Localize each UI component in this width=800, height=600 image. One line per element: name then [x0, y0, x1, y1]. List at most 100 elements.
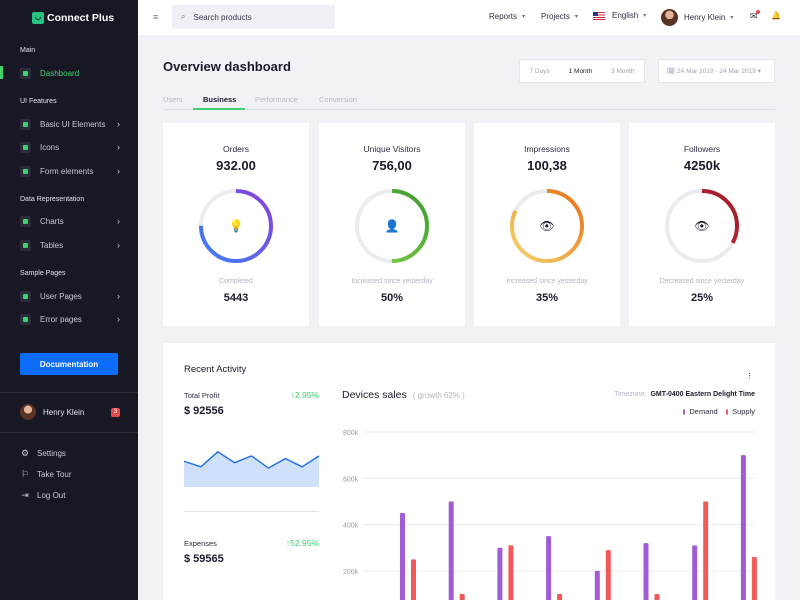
bell-icon[interactable]: 🔔: [771, 11, 781, 20]
mail-glyph: ✉: [750, 11, 758, 21]
logout-link[interactable]: ⇥ Log Out: [20, 489, 65, 501]
bar-demand: [448, 501, 454, 600]
range-tab-7-days[interactable]: 7 Days: [529, 67, 550, 75]
card-sub-label: Completed: [219, 278, 253, 285]
table-icon: [20, 239, 31, 251]
ring-progress: [199, 189, 273, 263]
lightbulb-icon: 💡: [229, 219, 244, 233]
sidebar-item-label: Error pages: [40, 314, 82, 324]
nav-reports[interactable]: Reports ▾: [489, 12, 525, 21]
sidebar-item-label: Basic UI Elements: [40, 119, 106, 129]
search-placeholder: Search products: [193, 12, 252, 22]
search-input[interactable]: ⌕ Search products: [172, 5, 335, 29]
sidebar-item-charts[interactable]: Charts ›: [20, 214, 120, 228]
total-profit-label: Total Profit: [184, 391, 220, 400]
sidebar-item-icons[interactable]: Icons ›: [20, 140, 120, 154]
sidebar-item-label: Charts: [40, 216, 64, 226]
stat-card-followers: Followers 4250k 👁 Decreased since yester…: [629, 123, 775, 326]
settings-link[interactable]: ⚙ Settings: [20, 447, 66, 459]
nav-reports-label: Reports: [489, 12, 518, 21]
sidebar: Connect Plus Main Dashboard UI Features …: [0, 0, 138, 600]
tab-users[interactable]: Users: [163, 95, 183, 104]
section-main: Main: [20, 47, 36, 54]
sidebar-item-user-pages[interactable]: User Pages ›: [20, 289, 120, 303]
bar-demand: [546, 536, 552, 600]
documentation-button[interactable]: Documentation: [20, 353, 118, 375]
tab-business[interactable]: Business: [203, 95, 237, 104]
ring-progress: [510, 189, 584, 263]
sidebar-user[interactable]: Henry Klein 3: [20, 404, 120, 420]
card-title: Impressions: [524, 144, 570, 154]
divider: [184, 511, 319, 512]
menu-toggle-icon[interactable]: ≡: [153, 12, 159, 22]
card-value: 932.00: [216, 158, 256, 173]
y-tick-label: 800k: [343, 430, 359, 437]
sidebar-item-label: User Pages: [40, 291, 82, 301]
sidebar-item-label: Form elements: [40, 166, 94, 176]
bar-supply: [459, 594, 465, 600]
ring-progress: [355, 189, 429, 263]
nav-projects-label: Projects: [541, 12, 570, 21]
card-sub-label: Decreased since yesterday: [659, 278, 745, 285]
legend-supply: Supply: [732, 407, 755, 416]
chevron-down-icon: ▾: [730, 15, 734, 21]
card-value: 4250k: [683, 158, 721, 173]
avatar: [20, 404, 36, 420]
range-tab-1-month[interactable]: 1 Month: [568, 67, 593, 75]
chart-legend: Demand Supply: [675, 407, 755, 416]
nav-projects[interactable]: Projects ▾: [541, 12, 578, 21]
user-menu[interactable]: Henry Klein ▾: [661, 9, 733, 26]
tab-performance[interactable]: Performance: [255, 95, 298, 104]
chevron-right-icon: ›: [117, 142, 120, 152]
language-select[interactable]: English ▾: [593, 11, 646, 20]
card-sub-value: 35%: [535, 292, 559, 304]
chevron-down-icon: ▾: [574, 14, 578, 20]
range-tab-3-month[interactable]: 3 Month: [611, 67, 635, 75]
total-profit-change: ↑2.95%: [290, 390, 319, 400]
sidebar-item-error-pages[interactable]: Error pages ›: [20, 312, 120, 326]
sidebar-item-dashboard[interactable]: Dashboard: [20, 66, 120, 80]
flag-icon: ⚐: [20, 468, 30, 479]
date-range-picker[interactable]: 🗓 24 Mar 2019 - 24 Mar 2019 ▾: [658, 59, 775, 83]
eye-icon: 👁: [539, 219, 554, 233]
chart-subtitle: ( growth 62% ): [412, 391, 465, 400]
brand[interactable]: Connect Plus: [32, 10, 114, 26]
section-ui-features: UI Features: [20, 98, 57, 105]
legend-swatch-supply: [725, 408, 729, 415]
unread-dot: [755, 10, 760, 14]
timezone-value: GMT-0400 Eastern Delight Time: [650, 391, 755, 398]
chart-title-text: Devices sales: [342, 389, 407, 401]
card-sub-label: Increased since yesterday: [351, 278, 433, 285]
take-tour-link[interactable]: ⚐ Take Tour: [20, 468, 72, 480]
mail-icon[interactable]: ✉: [750, 10, 760, 22]
chevron-right-icon: ›: [117, 240, 120, 250]
sidebar-item-form-elements[interactable]: Form elements ›: [20, 164, 120, 178]
subtabs: Users Business Performance Conversion: [163, 95, 775, 110]
y-tick-label: 600k: [343, 476, 359, 483]
logout-icon: ⇥: [21, 489, 29, 500]
total-profit-value: $ 92556: [184, 405, 224, 417]
progress-ring: 💡: [199, 189, 273, 263]
profit-sparkline: [184, 450, 319, 487]
sidebar-item-basic-ui[interactable]: Basic UI Elements ›: [20, 117, 120, 131]
tab-conversion[interactable]: Conversion: [319, 95, 357, 104]
chevron-right-icon: ›: [117, 166, 120, 176]
card-sub-value: 5443: [223, 292, 249, 304]
user-name: Henry Klein: [43, 407, 85, 417]
section-sample-pages: Sample Pages: [20, 270, 66, 277]
gear-icon: ⚙: [20, 447, 30, 458]
card-value: 100,38: [527, 158, 567, 173]
bar-demand: [740, 455, 746, 600]
stat-card-impressions: Impressions 100,38 👁 Increased since yes…: [474, 123, 620, 326]
sparkline-line: [184, 450, 319, 469]
bar-demand: [692, 545, 698, 600]
ring-progress: [665, 189, 739, 263]
y-tick-label: 400k: [343, 523, 359, 530]
progress-ring: 👁: [665, 189, 739, 263]
recent-activity-panel: Recent Activity ⋮ Total Profit $ 92556 ↑…: [163, 343, 775, 600]
bar-supply: [411, 559, 416, 600]
more-options-icon[interactable]: ⋮: [746, 373, 753, 380]
sidebar-item-tables[interactable]: Tables ›: [20, 238, 120, 252]
basic-ui-icon: [20, 118, 31, 130]
sidebar-item-label: Icons: [40, 142, 60, 152]
